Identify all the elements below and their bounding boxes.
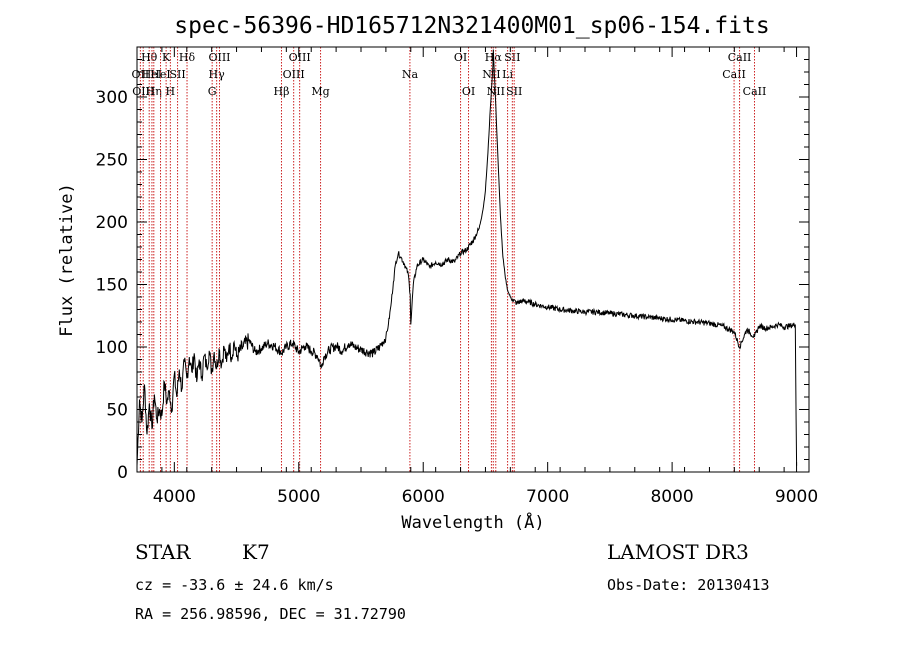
line-marker-label: Hθ: [141, 51, 158, 64]
survey-name: LAMOST DR3: [607, 540, 749, 564]
line-marker-label: SII: [169, 68, 185, 81]
line-marker-label: Na: [402, 68, 419, 81]
x-tick-label: 4000: [153, 487, 196, 507]
line-marker-label: OIII: [132, 85, 154, 98]
line-marker-label: OI: [454, 51, 467, 64]
line-marker-label: CaII: [743, 85, 767, 98]
line-marker-label: Mg: [311, 85, 329, 98]
chart-title: spec-56396-HD165712N321400M01_sp06-154.f…: [174, 13, 769, 39]
x-tick-label: 9000: [775, 487, 818, 507]
y-tick-label: 150: [96, 276, 128, 296]
line-marker-label: H: [166, 85, 176, 98]
line-marker-label: CaII: [728, 51, 752, 64]
x-tick-label: 7000: [526, 487, 569, 507]
axis-ticks: 4000 5000 6000 7000 8000 9000 0 50 100 150 200 250 3…: [96, 46, 818, 507]
y-axis-label: Flux (relative): [57, 183, 77, 337]
y-tick-label: 100: [96, 338, 128, 358]
coordinates-info: RA = 256.98596, DEC = 31.72790: [135, 605, 406, 623]
x-tick-label: 8000: [650, 487, 693, 507]
line-marker-label: G: [208, 85, 217, 98]
plot-frame: [136, 46, 810, 473]
line-marker-label: K: [162, 51, 171, 64]
y-tick-label: 200: [96, 213, 128, 233]
redshift-info: cz = -33.6 ± 24.6 km/s: [135, 576, 334, 594]
line-marker-label: OIII: [283, 68, 305, 81]
line-marker-label: Hγ: [209, 68, 226, 81]
spectrum-line: [136, 49, 798, 466]
line-marker-label: HeI: [150, 68, 170, 81]
line-marker-label: SII: [504, 51, 520, 64]
line-marker-label: Hη: [146, 85, 162, 98]
x-tick-label: 6000: [402, 487, 445, 507]
y-tick-label: 50: [106, 401, 128, 421]
object-type: STAR: [135, 540, 191, 564]
y-tick-label: 300: [96, 88, 128, 108]
line-markers: OIIOIIIHθHeIHηHeIKHSIIHδGHγOIIIHβOIIIOII…: [132, 47, 767, 472]
line-marker-label: Li: [502, 68, 513, 81]
line-marker-label: SII: [506, 85, 522, 98]
line-marker-label: Hβ: [274, 85, 290, 98]
observation-date: Obs-Date: 20130413: [607, 576, 770, 594]
y-tick-label: 250: [96, 151, 128, 171]
y-tick-label: 0: [117, 463, 128, 483]
x-tick-label: 5000: [277, 487, 320, 507]
line-marker-label: OII: [132, 68, 150, 81]
line-marker-label: OIII: [208, 51, 230, 64]
line-marker-label: CaII: [722, 68, 746, 81]
line-marker-label: NII: [482, 68, 500, 81]
object-subclass: K7: [242, 540, 270, 564]
line-marker-label: HeI: [142, 68, 162, 81]
line-marker-label: Hδ: [179, 51, 196, 64]
x-axis-label: Wavelength (Å): [401, 511, 544, 533]
line-marker-label: OI: [462, 85, 475, 98]
line-marker-label: OIII: [289, 51, 311, 64]
